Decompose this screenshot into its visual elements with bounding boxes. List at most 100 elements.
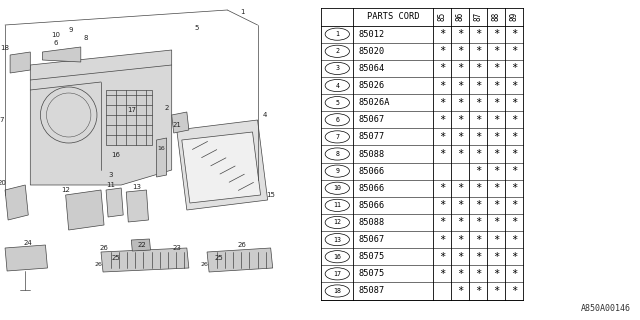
- Text: 6: 6: [53, 40, 58, 46]
- Text: 25: 25: [112, 255, 120, 261]
- Text: *: *: [493, 286, 499, 296]
- Text: *: *: [457, 286, 463, 296]
- Text: 85012: 85012: [358, 30, 385, 39]
- Text: 85026A: 85026A: [358, 98, 390, 107]
- Text: 7: 7: [335, 134, 339, 140]
- Polygon shape: [172, 112, 189, 133]
- Polygon shape: [101, 248, 189, 272]
- Text: 89: 89: [509, 12, 518, 21]
- Text: 85064: 85064: [358, 64, 385, 73]
- Text: *: *: [439, 218, 445, 228]
- Text: *: *: [493, 132, 499, 142]
- Text: 26: 26: [94, 262, 102, 268]
- Text: *: *: [457, 252, 463, 262]
- Text: *: *: [493, 46, 499, 56]
- Text: *: *: [511, 218, 517, 228]
- Text: *: *: [439, 63, 445, 73]
- Text: *: *: [439, 252, 445, 262]
- Text: *: *: [439, 81, 445, 91]
- Text: 2: 2: [335, 48, 339, 54]
- Text: *: *: [457, 149, 463, 159]
- Text: *: *: [439, 115, 445, 125]
- Text: *: *: [439, 149, 445, 159]
- Text: *: *: [439, 98, 445, 108]
- Text: 6: 6: [335, 117, 339, 123]
- Polygon shape: [30, 50, 172, 185]
- Text: 85088: 85088: [358, 149, 385, 158]
- Text: *: *: [439, 269, 445, 279]
- Text: *: *: [457, 235, 463, 244]
- Text: *: *: [475, 132, 481, 142]
- Text: 85087: 85087: [358, 286, 385, 295]
- Text: 85067: 85067: [358, 235, 385, 244]
- Text: 1: 1: [240, 9, 244, 15]
- Text: *: *: [493, 252, 499, 262]
- Text: *: *: [493, 63, 499, 73]
- Text: *: *: [511, 63, 517, 73]
- Text: *: *: [475, 269, 481, 279]
- Text: *: *: [511, 132, 517, 142]
- Polygon shape: [131, 239, 150, 251]
- Text: *: *: [475, 115, 481, 125]
- Text: 9: 9: [335, 168, 339, 174]
- Text: *: *: [475, 63, 481, 73]
- Text: *: *: [493, 218, 499, 228]
- Text: *: *: [457, 63, 463, 73]
- Text: 9: 9: [68, 27, 73, 33]
- Text: 10: 10: [51, 32, 60, 38]
- Text: 20: 20: [0, 180, 6, 186]
- Text: *: *: [439, 29, 445, 39]
- Text: *: *: [493, 115, 499, 125]
- Text: 22: 22: [137, 242, 146, 248]
- Text: 25: 25: [215, 255, 223, 261]
- Text: *: *: [439, 200, 445, 210]
- Text: *: *: [439, 235, 445, 244]
- Text: 26: 26: [100, 245, 108, 251]
- Text: 17: 17: [333, 271, 341, 277]
- Polygon shape: [106, 188, 124, 217]
- Text: 85066: 85066: [358, 167, 385, 176]
- Polygon shape: [66, 190, 104, 230]
- Text: 12: 12: [61, 187, 70, 193]
- Text: *: *: [511, 200, 517, 210]
- Text: 21: 21: [172, 122, 181, 128]
- Polygon shape: [182, 132, 260, 203]
- Text: 85026: 85026: [358, 81, 385, 90]
- Text: 85: 85: [438, 12, 447, 21]
- Text: 5: 5: [335, 100, 339, 106]
- Text: *: *: [511, 235, 517, 244]
- Polygon shape: [207, 248, 273, 272]
- Text: 85075: 85075: [358, 269, 385, 278]
- Text: *: *: [475, 81, 481, 91]
- Text: *: *: [511, 252, 517, 262]
- Text: *: *: [511, 29, 517, 39]
- Text: *: *: [439, 132, 445, 142]
- Text: *: *: [439, 46, 445, 56]
- Text: *: *: [511, 183, 517, 193]
- Polygon shape: [5, 245, 47, 271]
- Text: *: *: [439, 183, 445, 193]
- Text: *: *: [475, 166, 481, 176]
- Text: 3: 3: [109, 172, 113, 178]
- Text: 85066: 85066: [358, 201, 385, 210]
- Text: 18: 18: [333, 288, 341, 294]
- Text: *: *: [457, 132, 463, 142]
- Text: 85075: 85075: [358, 252, 385, 261]
- Text: *: *: [493, 269, 499, 279]
- Text: *: *: [493, 98, 499, 108]
- Text: *: *: [475, 200, 481, 210]
- Polygon shape: [177, 120, 268, 210]
- Bar: [106, 90, 152, 145]
- Text: *: *: [493, 149, 499, 159]
- Text: 12: 12: [333, 220, 341, 226]
- Text: *: *: [511, 166, 517, 176]
- Text: 8: 8: [84, 35, 88, 41]
- Text: 85067: 85067: [358, 115, 385, 124]
- Text: *: *: [475, 29, 481, 39]
- Text: *: *: [493, 166, 499, 176]
- Text: *: *: [475, 252, 481, 262]
- Text: 88: 88: [492, 12, 500, 21]
- Polygon shape: [42, 47, 81, 62]
- Text: *: *: [475, 218, 481, 228]
- Polygon shape: [126, 190, 148, 222]
